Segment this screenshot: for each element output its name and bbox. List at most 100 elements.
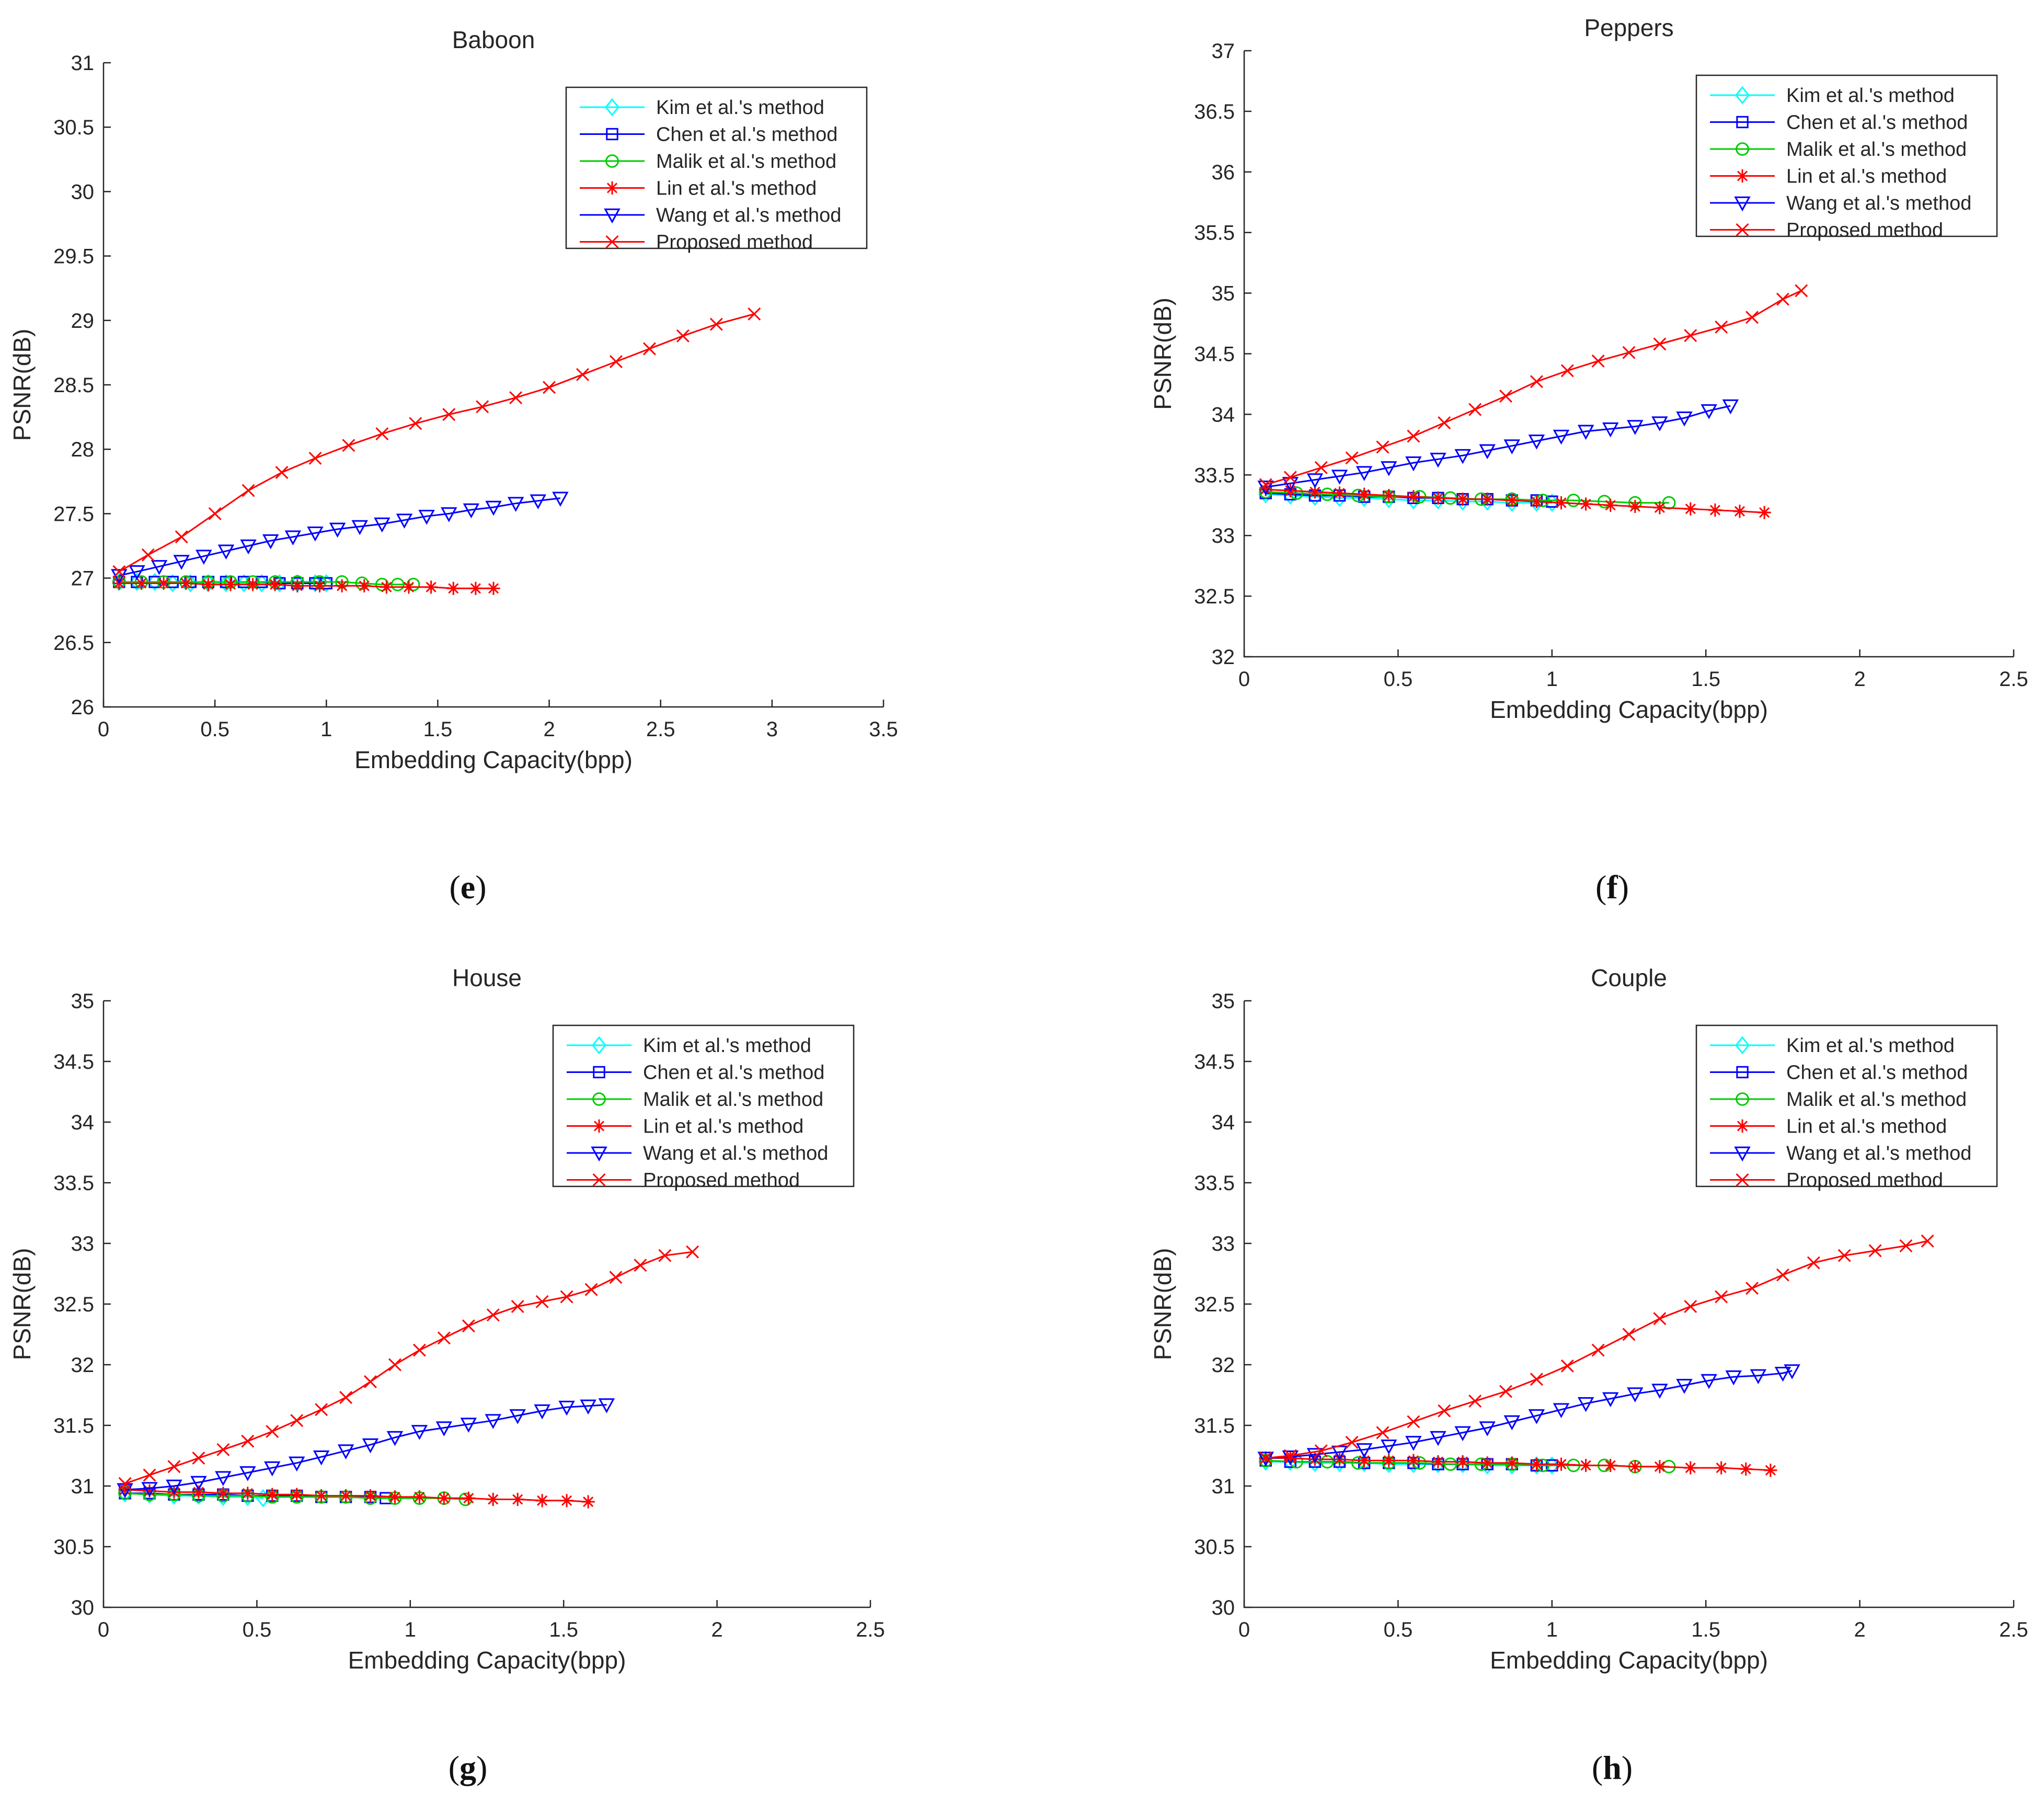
- legend-marker: [1736, 223, 1749, 236]
- x-axis-label: Embedding Capacity(bpp): [354, 746, 633, 773]
- legend-label: Proposed method: [1786, 1170, 1943, 1192]
- data-point: [266, 1488, 279, 1501]
- data-point: [388, 1490, 402, 1504]
- series-x: [118, 1245, 699, 1490]
- y-tick-label: 34.5: [1194, 1050, 1235, 1073]
- y-tick-label: 28: [71, 438, 95, 461]
- x-tick-label: 3: [766, 718, 778, 741]
- data-point: [1577, 425, 1594, 440]
- data-point: [1604, 498, 1617, 512]
- data-point: [458, 1492, 473, 1506]
- data-point: [1345, 1436, 1359, 1449]
- legend-box: [1695, 1024, 1998, 1187]
- series-triangle-down: [1257, 399, 1739, 496]
- x-tick-label: 1: [1546, 668, 1558, 691]
- chart-title: Baboon: [452, 26, 535, 53]
- data-point: [511, 1300, 524, 1313]
- data-point: [315, 1403, 328, 1416]
- data-point: [1283, 1449, 1297, 1462]
- data-point: [1764, 1464, 1777, 1477]
- y-tick-label: 34.5: [1194, 343, 1235, 366]
- series-asterisk: [118, 1483, 595, 1509]
- data-point: [442, 408, 456, 421]
- data-point: [1314, 1444, 1328, 1458]
- data-point: [1283, 1452, 1297, 1465]
- y-tick-label: 33.5: [53, 1172, 94, 1195]
- x-tick-label: 2: [1854, 668, 1865, 691]
- data-point: [437, 1491, 451, 1505]
- series-triangle-down: [111, 492, 569, 584]
- data-point: [1553, 429, 1570, 445]
- data-point: [507, 497, 524, 512]
- data-point: [1407, 429, 1420, 443]
- data-point: [239, 1466, 256, 1481]
- legend-label: Chen et al.'s method: [643, 1062, 824, 1084]
- data-point: [112, 565, 126, 578]
- data-point: [1560, 364, 1574, 378]
- data-point: [1774, 1366, 1792, 1382]
- data-point: [1406, 1455, 1421, 1473]
- data-point: [284, 530, 302, 546]
- data-point: [363, 1489, 377, 1503]
- data-point: [412, 1490, 427, 1504]
- data-point: [1438, 416, 1451, 430]
- data-point: [1676, 412, 1693, 427]
- legend-marker: [1735, 1036, 1750, 1055]
- x-tick-label: 1: [320, 718, 332, 741]
- x-tick-label: 1.5: [1691, 1618, 1720, 1641]
- chart-couple: 0 0.5 1 1.5 2 2.5 30 30.5 31 31.5 32 32.5 33 33.5 34 34…: [1149, 964, 2028, 1674]
- y-tick-label: 32.5: [1194, 1293, 1235, 1316]
- y-tick-label: 35: [71, 990, 95, 1013]
- data-point: [141, 1482, 158, 1497]
- data-point: [487, 581, 500, 595]
- y-tick-label: 27: [71, 567, 95, 590]
- legend-marker: [592, 1036, 606, 1055]
- data-point: [1405, 1436, 1422, 1451]
- data-point: [1627, 420, 1644, 435]
- legend-box: [552, 1024, 855, 1187]
- y-tick-label: 33: [1212, 524, 1235, 547]
- data-point: [1553, 1403, 1570, 1419]
- data-point: [355, 576, 369, 590]
- data-point: [1430, 1431, 1446, 1446]
- data-point: [1306, 1448, 1324, 1463]
- data-point: [1567, 494, 1580, 507]
- data-point: [288, 1456, 305, 1472]
- data-point: [1332, 1454, 1347, 1472]
- legend-marker: [605, 181, 619, 195]
- y-axis-label: PSNR(dB): [1149, 298, 1176, 410]
- data-point: [435, 1421, 453, 1436]
- data-point: [1628, 1460, 1642, 1473]
- y-axis-label: PSNR(dB): [1149, 1248, 1176, 1361]
- data-point: [319, 574, 334, 592]
- data-point: [1701, 404, 1717, 419]
- legend-label: Proposed method: [643, 1170, 800, 1192]
- data-point: [339, 1489, 353, 1503]
- data-point: [157, 576, 170, 590]
- legend-marker: [605, 235, 619, 248]
- series-x: [1259, 1234, 1934, 1465]
- data-point: [1758, 506, 1771, 519]
- x-tick-label: 2.5: [1999, 668, 2028, 691]
- data-point: [290, 1414, 304, 1427]
- data-point: [240, 539, 257, 555]
- series-line: [125, 1404, 607, 1491]
- legend-marker: [1736, 1173, 1749, 1186]
- series-x: [112, 307, 761, 578]
- panel-caption: (e): [449, 869, 486, 906]
- data-point: [1676, 1379, 1693, 1394]
- series-line: [119, 313, 755, 573]
- data-point: [686, 1245, 699, 1259]
- legend-label: Lin et al.'s method: [1786, 166, 1947, 188]
- data-point: [329, 522, 346, 538]
- data-point: [1715, 321, 1728, 334]
- data-point: [1653, 501, 1667, 515]
- data-point: [380, 580, 393, 594]
- y-tick-label: 33: [1212, 1232, 1235, 1255]
- data-point: [1431, 1455, 1445, 1469]
- data-point: [179, 576, 193, 590]
- data-point: [1653, 1460, 1667, 1473]
- data-point: [1257, 1452, 1274, 1467]
- data-point: [201, 578, 215, 591]
- data-point: [1651, 416, 1668, 431]
